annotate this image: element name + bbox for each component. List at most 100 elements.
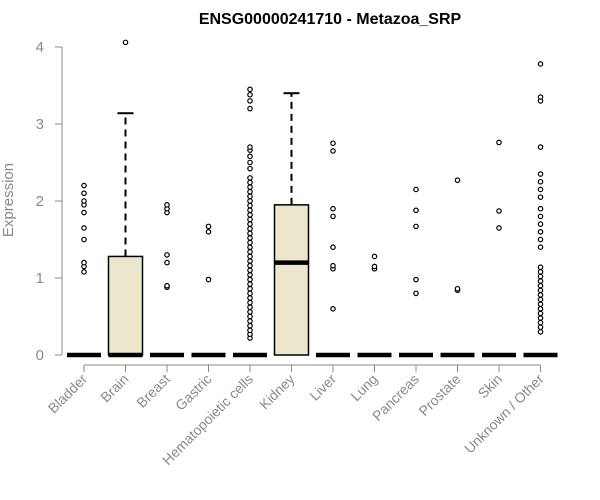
outlier-point xyxy=(247,212,253,218)
box-group xyxy=(233,86,267,358)
plot-area xyxy=(67,39,558,358)
outlier-point xyxy=(247,327,253,334)
box-group xyxy=(399,186,433,358)
outlier-point xyxy=(81,236,87,243)
outlier-point xyxy=(537,144,544,150)
outlier-point xyxy=(371,253,378,260)
outlier-point xyxy=(371,263,378,270)
outlier-point xyxy=(247,216,253,223)
outlier-point xyxy=(537,324,544,331)
outlier-point xyxy=(496,208,502,214)
x-tick-label: Lung xyxy=(347,371,380,404)
outlier-point xyxy=(330,213,336,220)
outlier-point xyxy=(537,264,544,271)
box-group xyxy=(440,177,475,358)
box xyxy=(107,255,144,356)
outlier-point xyxy=(247,86,253,93)
outlier-point xyxy=(537,171,544,177)
y-tick-label: 4 xyxy=(36,39,44,56)
outlier-point xyxy=(247,276,253,283)
outlier-point xyxy=(247,202,253,209)
outlier-point xyxy=(537,296,544,303)
outlier-point xyxy=(247,153,253,160)
outlier-point xyxy=(537,229,544,235)
box-group xyxy=(357,253,392,358)
outlier-point xyxy=(164,282,170,289)
outlier-point xyxy=(247,290,253,297)
box-group xyxy=(107,39,144,358)
outlier-point xyxy=(247,230,253,237)
box xyxy=(273,204,310,356)
outlier-point xyxy=(537,221,544,227)
outlier-point xyxy=(247,207,253,214)
box-group xyxy=(482,139,516,358)
outlier-point xyxy=(247,304,253,311)
y-axis-label: Expression xyxy=(0,163,17,237)
x-tick-label: Liver xyxy=(306,371,339,404)
outlier-point xyxy=(81,259,87,266)
outlier-point xyxy=(413,207,419,214)
outlier-point xyxy=(330,140,336,147)
outlier-point xyxy=(247,262,253,269)
x-tick-label: Skin xyxy=(475,371,506,402)
outlier-point xyxy=(413,223,419,230)
outlier-point xyxy=(537,282,544,289)
outlier-point xyxy=(81,198,87,204)
outlier-point xyxy=(122,39,129,46)
outlier-point xyxy=(537,273,544,280)
outlier-point xyxy=(537,305,544,312)
outlier-point xyxy=(247,105,253,112)
outlier-point xyxy=(247,184,253,190)
outlier-point xyxy=(81,269,87,275)
outlier-point xyxy=(205,276,212,283)
outlier-point xyxy=(247,225,253,232)
outlier-point xyxy=(247,188,253,195)
outlier-point xyxy=(247,198,253,204)
outlier-point xyxy=(537,301,544,307)
outlier-point xyxy=(247,267,253,274)
outlier-point xyxy=(205,229,212,235)
outlier-point xyxy=(247,235,253,241)
outlier-point xyxy=(330,244,336,251)
y-tick-label: 0 xyxy=(36,347,44,364)
outlier-point xyxy=(81,182,87,189)
outlier-point xyxy=(537,194,544,200)
outlier-point xyxy=(330,205,336,212)
outlier-point xyxy=(537,310,544,317)
outlier-point xyxy=(537,278,544,284)
outlier-point xyxy=(330,148,336,154)
outlier-point xyxy=(247,281,253,287)
outlier-point xyxy=(247,165,253,172)
outlier-point xyxy=(247,249,253,255)
x-tick-label: Unknown / Other xyxy=(461,371,547,457)
outlier-point xyxy=(247,272,253,278)
outlier-point xyxy=(247,244,253,251)
outlier-point xyxy=(537,186,544,193)
outlier-point xyxy=(247,258,253,264)
outlier-point xyxy=(537,94,544,100)
outlier-point xyxy=(247,144,253,150)
outlier-point xyxy=(537,244,544,251)
outlier-point xyxy=(205,223,212,230)
outlier-point xyxy=(247,285,253,292)
chart-title: ENSG00000241710 - Metazoa_SRP xyxy=(199,11,462,28)
outlier-point xyxy=(247,322,253,329)
outlier-point xyxy=(454,177,461,184)
outlier-point xyxy=(247,253,253,260)
outlier-point xyxy=(413,276,419,283)
outlier-point xyxy=(164,202,170,208)
x-tick-label: Kidney xyxy=(256,371,298,413)
y-tick-label: 2 xyxy=(36,193,44,210)
outlier-point xyxy=(413,290,419,297)
box-group xyxy=(316,140,350,358)
outlier-point xyxy=(247,239,253,246)
outlier-point xyxy=(81,209,87,216)
y-tick-label: 3 xyxy=(36,116,44,133)
outlier-point xyxy=(247,98,253,104)
outlier-point xyxy=(537,213,544,220)
outlier-point xyxy=(247,299,253,306)
outlier-point xyxy=(81,190,87,197)
x-tick-label: Brain xyxy=(97,371,131,405)
